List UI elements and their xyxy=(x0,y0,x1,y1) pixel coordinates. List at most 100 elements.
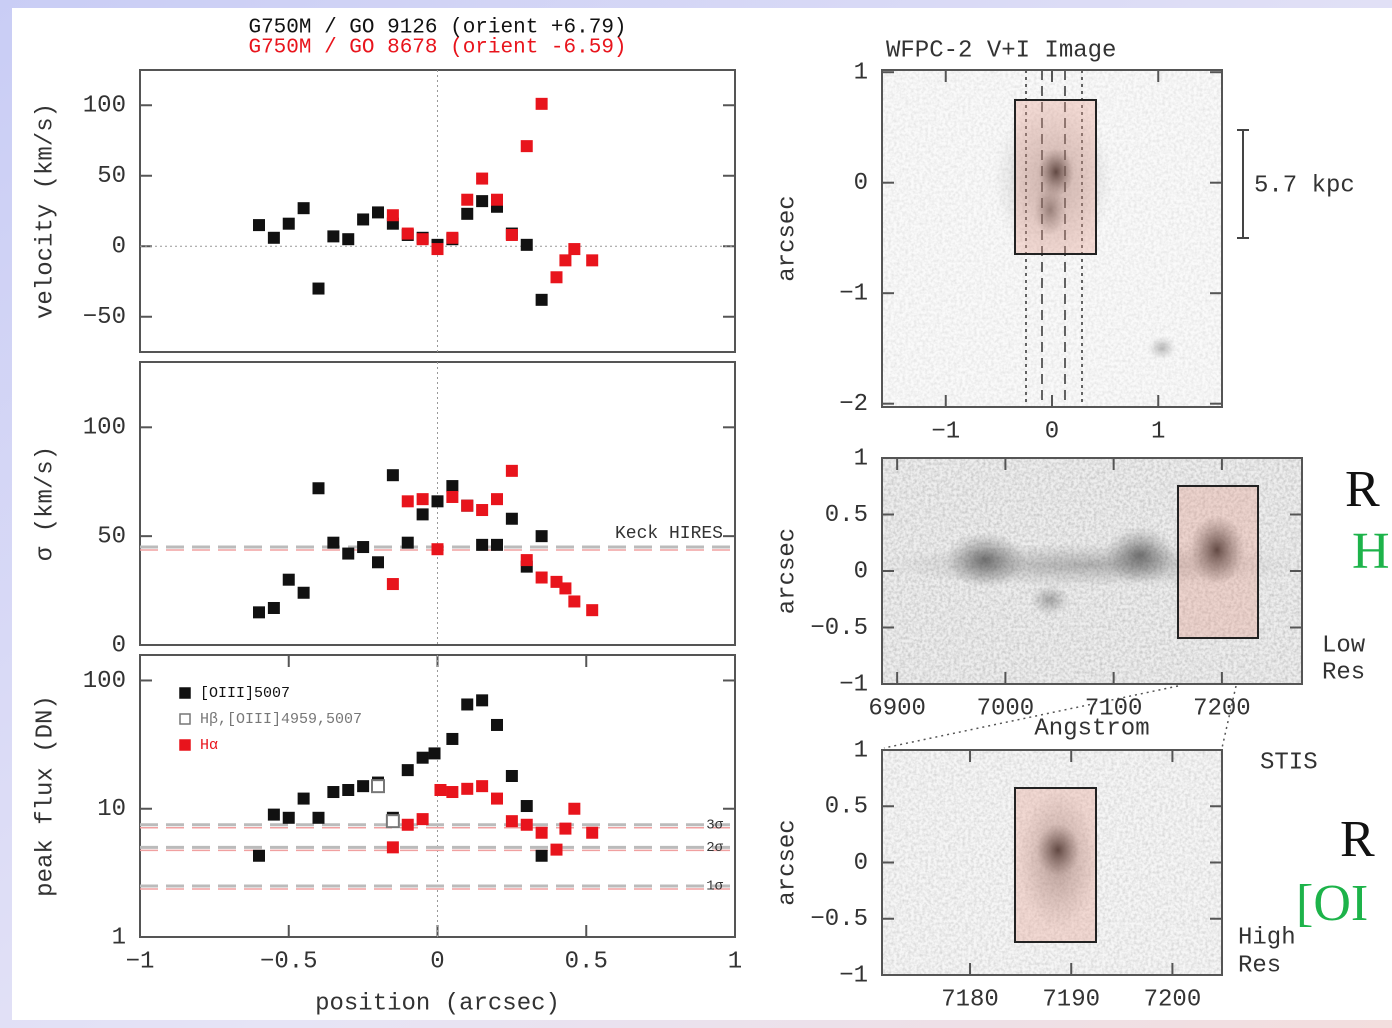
y-axis-label: arcsec xyxy=(774,819,801,905)
reference-label: 1σ xyxy=(706,879,723,895)
data-point xyxy=(431,543,444,556)
image-low-res xyxy=(880,458,1302,749)
x-tick-label: 7190 xyxy=(1042,986,1100,1013)
data-point xyxy=(342,783,355,796)
data-point xyxy=(282,811,295,824)
x-tick-label: −0.5 xyxy=(260,948,318,975)
data-point xyxy=(476,538,489,551)
x-axis-label: position (arcsec) xyxy=(315,990,560,1017)
y-tick-label: 0 xyxy=(854,170,868,197)
y-tick-label: 0 xyxy=(112,234,126,261)
data-point xyxy=(586,254,599,267)
data-point xyxy=(505,228,518,241)
reference-label: Keck HIRES xyxy=(615,524,723,544)
side-label: Res xyxy=(1322,659,1365,686)
legend-label: Hβ,[OIII]4959,5007 xyxy=(200,711,362,728)
y-tick-label: −0.5 xyxy=(810,906,868,933)
data-point xyxy=(431,495,444,508)
data-point xyxy=(568,595,581,608)
panel: −1 −0.5 0 0.5 1 7180 7190 7200 arcsec STIS HighRes… xyxy=(774,737,1375,1013)
data-point xyxy=(491,493,503,506)
data-point xyxy=(297,586,310,599)
x-tick-label: 0.5 xyxy=(565,948,608,975)
legend-marker xyxy=(179,687,191,699)
image-title: WFPC-2 V+I Image xyxy=(886,37,1116,64)
y-axis-label: peak flux (DN) xyxy=(32,695,59,897)
data-point xyxy=(535,571,548,584)
data-point xyxy=(446,231,459,244)
data-point xyxy=(461,698,474,711)
data-point xyxy=(461,207,474,220)
data-point xyxy=(550,271,563,284)
image-wfpc xyxy=(882,70,1249,407)
data-point xyxy=(586,826,599,839)
data-point xyxy=(535,293,548,306)
y-tick-label: −2 xyxy=(839,391,868,418)
panel: −2 −1 0 1 −1 0 1 arcsec WFPC-2 V+I Image 5.7 kpc xyxy=(774,37,1354,445)
data-point xyxy=(371,779,385,794)
header-line: G750M / GO 9126 (orient +6.79) xyxy=(248,17,626,40)
data-point xyxy=(372,556,384,569)
data-point xyxy=(312,482,325,495)
x-tick-label: 6900 xyxy=(868,695,926,722)
data-point xyxy=(446,480,459,493)
data-point xyxy=(401,536,414,549)
y-axis-label: velocity (km/s) xyxy=(32,103,59,319)
data-point xyxy=(327,536,340,549)
data-point xyxy=(401,227,414,240)
y-tick-label: 1 xyxy=(854,60,868,87)
data-point xyxy=(416,508,429,521)
y-axis-label: arcsec xyxy=(774,528,801,614)
data-point xyxy=(386,469,399,482)
data-point xyxy=(386,578,399,591)
y-tick-label: 0 xyxy=(854,558,868,585)
x-tick-label: −1 xyxy=(931,418,960,445)
data-point xyxy=(505,815,518,828)
data-point xyxy=(416,751,429,764)
data-point xyxy=(253,606,265,619)
legend-label: Hα xyxy=(200,737,218,754)
data-point xyxy=(267,231,280,244)
data-point xyxy=(559,822,572,835)
data-point xyxy=(297,792,310,805)
data-point xyxy=(476,694,489,707)
x-tick-label: 1 xyxy=(1151,418,1165,445)
header-line: G750M / GO 8678 (orient -6.59) xyxy=(248,37,626,60)
data-point xyxy=(461,499,474,512)
data-point xyxy=(267,601,280,614)
data-point xyxy=(520,800,533,813)
y-tick-label: 50 xyxy=(97,163,126,190)
data-point xyxy=(559,254,572,267)
data-point xyxy=(416,493,429,506)
panel: −50 0 50 100 velocity (km/s) G750M / GO 9126 … xyxy=(32,17,736,353)
image-high-res xyxy=(882,750,1222,975)
y-tick-label: 1 xyxy=(854,737,868,764)
data-point xyxy=(535,826,548,839)
y-tick-label: 1 xyxy=(854,445,868,472)
x-tick-label: 1 xyxy=(728,948,742,975)
data-point xyxy=(476,780,489,793)
legend-marker xyxy=(179,713,191,725)
data-point xyxy=(476,195,489,208)
data-point xyxy=(535,530,548,543)
panel: 0 50 100 σ (km/s) Keck HIRES xyxy=(32,361,736,659)
data-point xyxy=(491,193,503,206)
data-point xyxy=(357,213,370,226)
data-point xyxy=(282,573,295,586)
data-point xyxy=(416,813,429,826)
x-tick-label: 7180 xyxy=(941,986,999,1013)
data-point xyxy=(461,193,474,206)
data-point xyxy=(476,172,489,185)
data-point xyxy=(520,238,533,251)
data-point xyxy=(357,541,370,554)
data-point xyxy=(431,243,444,256)
y-tick-label: 100 xyxy=(83,415,126,442)
panel: 1 10 100 −1 −0.5 0 0.5 1 peak flux (DN) position … xyxy=(32,654,742,1017)
data-point xyxy=(446,732,459,745)
data-point xyxy=(535,97,548,110)
data-point xyxy=(386,209,399,222)
data-point xyxy=(342,547,355,560)
data-point xyxy=(520,818,533,831)
side-label: High xyxy=(1238,924,1296,951)
data-point xyxy=(446,786,459,799)
